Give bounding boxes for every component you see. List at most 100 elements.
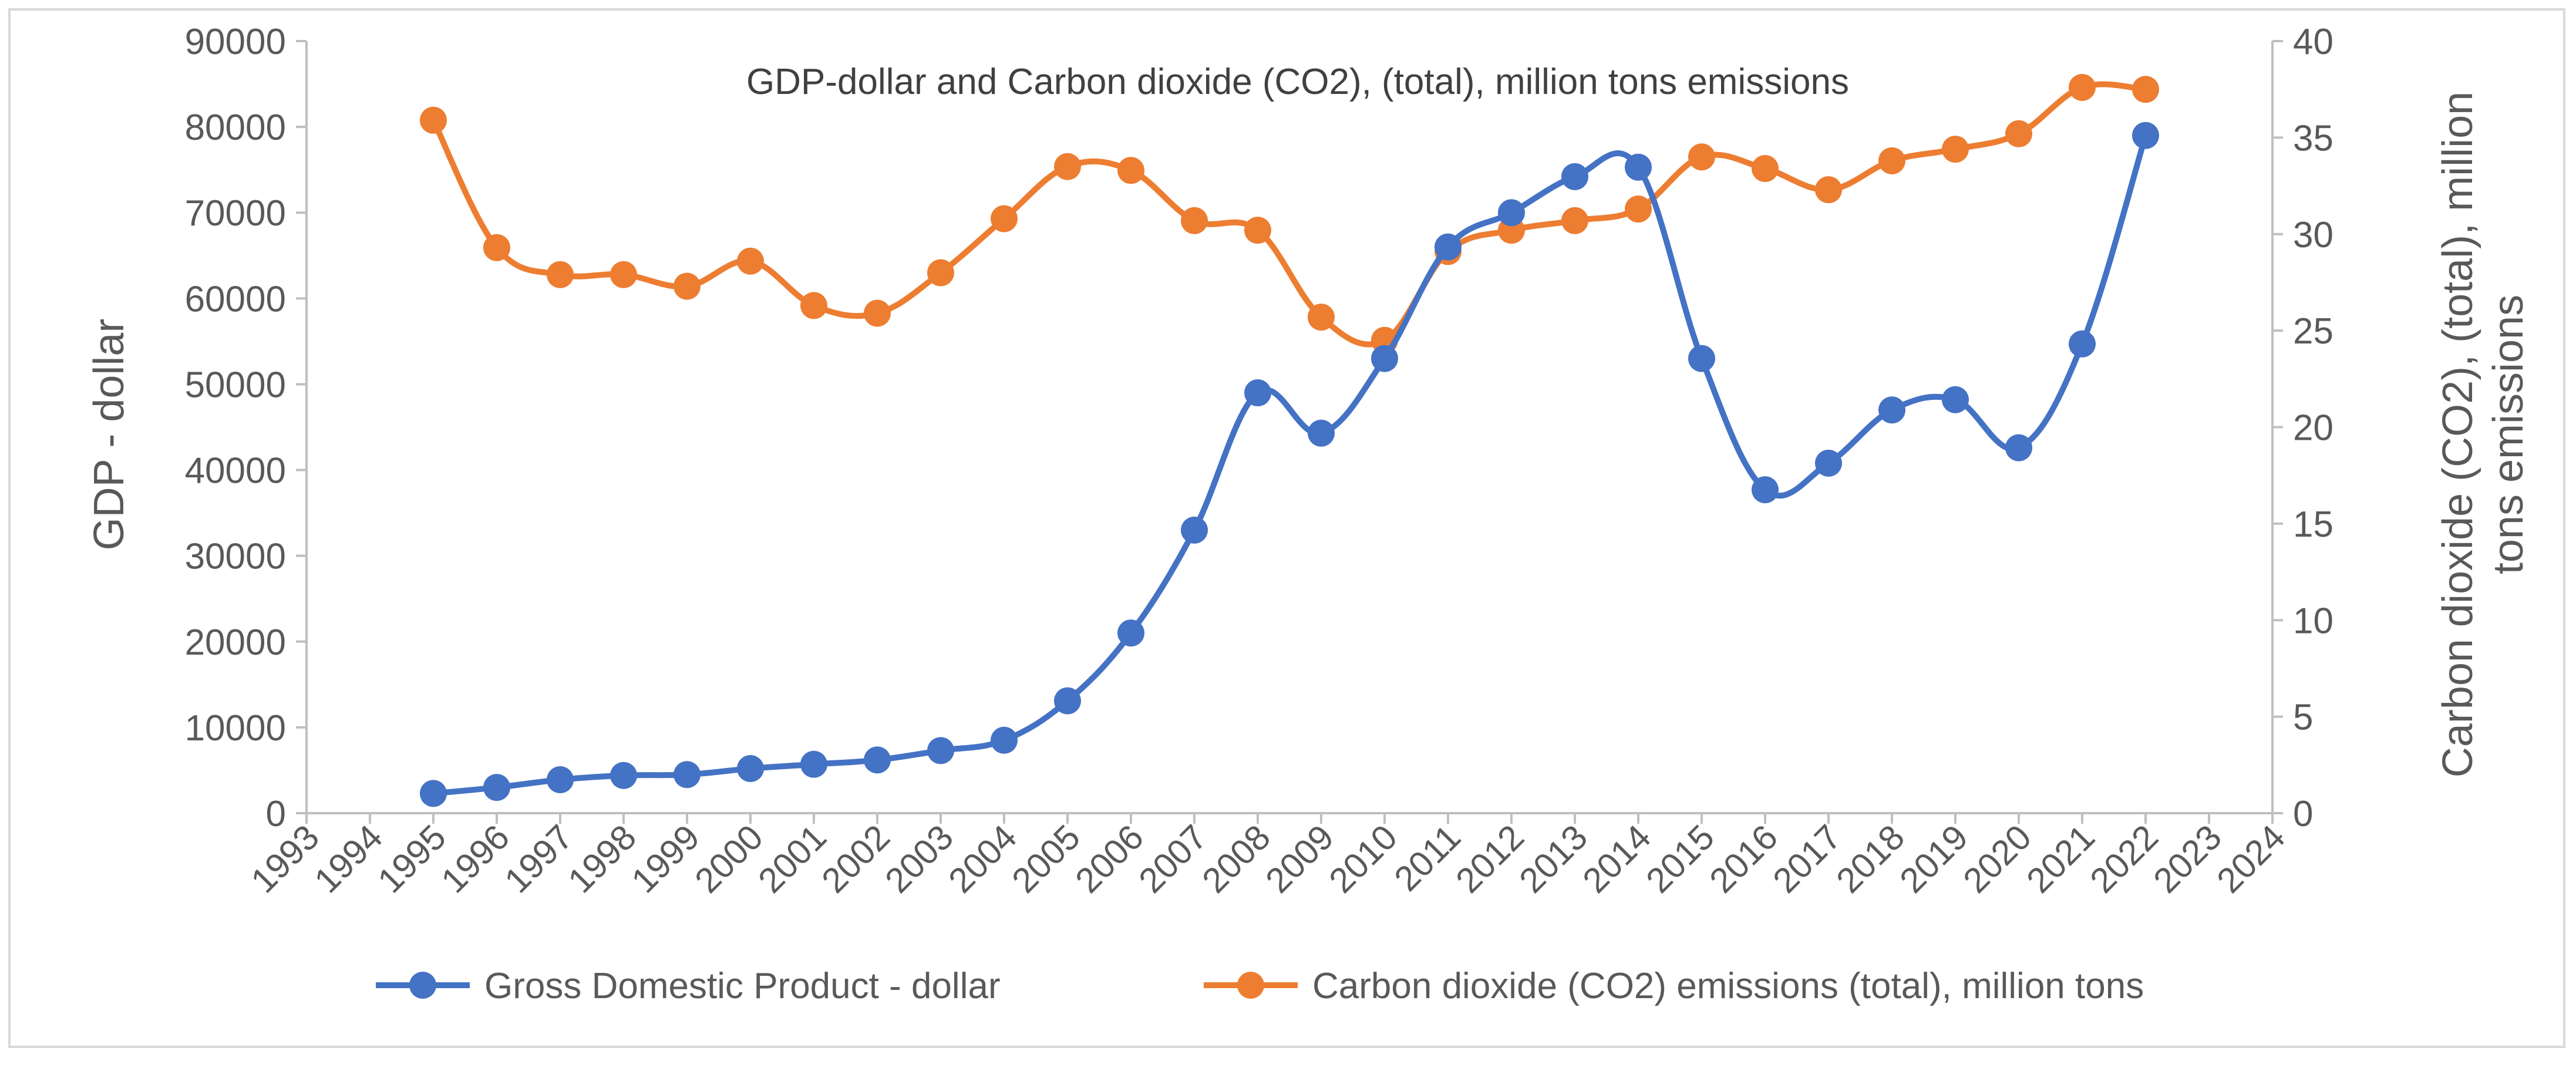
x-tick-label: 2005: [1004, 817, 1087, 901]
x-tick-label: 2024: [2209, 817, 2292, 901]
data-point-gdp: [1435, 233, 1462, 261]
left-tick-label: 50000: [185, 365, 286, 405]
left-axis-ticks: 0 10000 20000 30000 40000 50000 60000 70000 8000…: [185, 22, 307, 834]
right-tick-label: 10: [2293, 601, 2333, 641]
right-tick-label: 0: [2293, 794, 2313, 834]
left-tick-label: 0: [266, 794, 286, 834]
x-tick-label: 2006: [1068, 817, 1151, 901]
data-point-co2: [1942, 136, 1969, 163]
data-point-co2: [483, 234, 510, 261]
left-axis-label: GDP - dollar: [86, 319, 133, 551]
x-tick-label: 2013: [1511, 817, 1595, 901]
data-point-co2: [1308, 304, 1335, 331]
x-tick-label: 2016: [1702, 817, 1785, 901]
data-point-co2: [547, 261, 574, 288]
x-axis-ticks: 1993199419951996199719981999200020012002…: [243, 813, 2292, 901]
data-point-co2: [1054, 153, 1081, 180]
left-tick-label: 80000: [185, 107, 286, 148]
chart-frame: [8, 8, 2565, 1048]
chart-title: GDP-dollar and Carbon dioxide (CO2), (to…: [746, 62, 1849, 102]
data-point-co2: [1117, 157, 1144, 184]
data-point-co2: [674, 272, 701, 300]
data-point-gdp: [420, 780, 447, 807]
data-point-co2: [1561, 207, 1588, 234]
x-tick-label: 2019: [1892, 817, 1975, 901]
data-point-gdp: [1498, 199, 1525, 227]
data-point-co2: [991, 205, 1018, 233]
data-point-gdp: [2132, 122, 2159, 149]
left-tick-label: 40000: [185, 451, 286, 491]
data-point-co2: [2132, 76, 2159, 103]
x-tick-label: 2008: [1194, 817, 1278, 901]
right-tick-label: 20: [2293, 408, 2333, 449]
x-tick-label: 2010: [1321, 817, 1405, 901]
x-tick-label: 2020: [1955, 817, 2039, 901]
data-point-gdp: [1815, 449, 1842, 477]
series-line-co2: [430, 81, 2149, 348]
right-tick-label: 15: [2293, 504, 2333, 545]
x-tick-label: 1998: [560, 817, 644, 901]
data-point-co2: [927, 259, 954, 287]
data-point-gdp: [927, 737, 954, 764]
x-tick-label: 2017: [1765, 817, 1848, 901]
data-point-gdp: [1942, 386, 1969, 413]
data-point-gdp: [1054, 687, 1081, 715]
right-tick-label: 35: [2293, 118, 2333, 159]
x-tick-label: 2002: [814, 817, 897, 901]
left-tick-label: 90000: [185, 22, 286, 62]
legend-label-co2: Carbon dioxide (CO2) emissions (total), …: [1312, 966, 2144, 1006]
data-point-gdp: [483, 774, 510, 801]
right-axis-label-line1: Carbon dioxide (CO2), (total), million: [2434, 92, 2481, 777]
x-tick-label: 2022: [2082, 817, 2166, 901]
legend-marker-gdp: [409, 972, 436, 999]
x-tick-label: 1999: [624, 817, 707, 901]
data-point-gdp: [1752, 476, 1779, 504]
x-tick-label: 1997: [497, 817, 580, 901]
x-tick-label: 2012: [1448, 817, 1531, 901]
data-point-gdp: [674, 761, 701, 789]
data-point-co2: [800, 292, 827, 319]
axes: [305, 41, 2274, 814]
data-point-gdp: [737, 755, 764, 783]
x-tick-label: 2015: [1638, 817, 1722, 901]
right-tick-label: 5: [2293, 698, 2313, 738]
data-point-gdp: [1117, 619, 1144, 647]
data-point-gdp: [1625, 153, 1652, 181]
data-point-co2: [610, 261, 637, 288]
data-point-gdp: [1371, 345, 1398, 372]
right-axis-ticks: 0 5 10 15 20 25 30 35 40: [2272, 22, 2333, 834]
data-point-gdp: [1308, 419, 1335, 447]
data-point-co2: [1181, 207, 1208, 234]
left-tick-label: 20000: [185, 622, 286, 663]
legend-label-gdp: Gross Domestic Product - dollar: [484, 966, 1001, 1006]
x-tick-label: 1995: [370, 817, 453, 901]
x-tick-label: 1994: [307, 817, 390, 901]
data-point-gdp: [2005, 434, 2032, 461]
data-point-gdp: [991, 726, 1018, 754]
x-tick-label: 2007: [1131, 817, 1214, 901]
x-tick-label: 2004: [941, 817, 1024, 901]
series-layer: [420, 73, 2159, 807]
x-tick-label: 1996: [433, 817, 517, 901]
data-point-gdp: [610, 762, 637, 789]
data-point-gdp: [1181, 516, 1208, 544]
right-tick-label: 30: [2293, 215, 2333, 255]
right-tick-label: 40: [2293, 22, 2333, 62]
x-tick-label: 2009: [1258, 817, 1341, 901]
x-tick-label: 2014: [1575, 817, 1658, 901]
left-tick-label: 30000: [185, 537, 286, 577]
data-point-gdp: [547, 766, 574, 794]
data-point-co2: [2069, 73, 2096, 101]
data-point-co2: [1688, 143, 1715, 171]
data-point-gdp: [1561, 163, 1588, 190]
x-tick-label: 2023: [2146, 817, 2229, 901]
x-tick-label: 2011: [1387, 817, 1469, 899]
data-point-co2: [737, 247, 764, 275]
series-line-gdp: [430, 132, 2149, 797]
right-axis-label-line2: tons emissions: [2485, 295, 2532, 574]
data-point-gdp: [1878, 396, 1905, 424]
x-tick-label: 2003: [877, 817, 961, 901]
data-point-co2: [1625, 196, 1652, 223]
data-point-co2: [1244, 217, 1271, 244]
data-point-co2: [1878, 147, 1905, 174]
